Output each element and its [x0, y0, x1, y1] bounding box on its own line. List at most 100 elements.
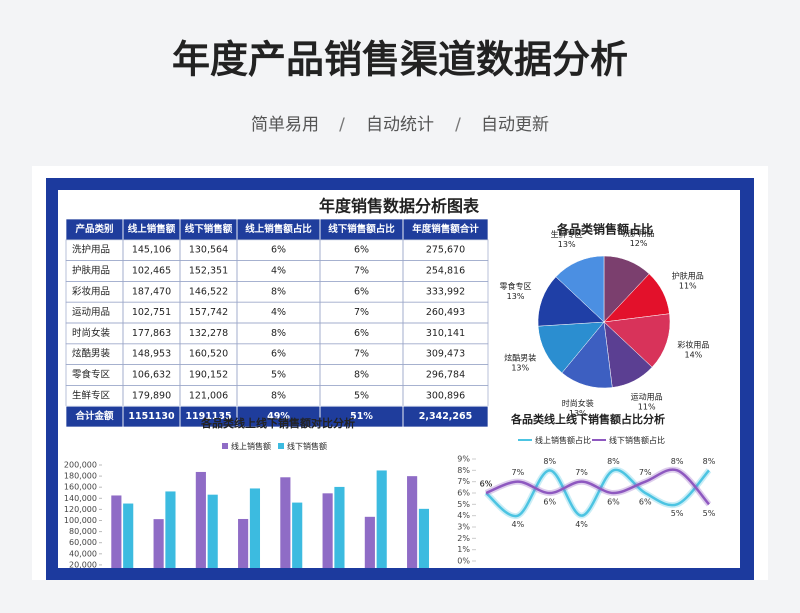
- table-header-cell: 产品类别: [75, 223, 113, 235]
- bar: [238, 518, 249, 568]
- table-cell-text: 8%: [271, 286, 286, 297]
- table-cell-text: 4%: [271, 307, 286, 318]
- legend-label: 线上销售额: [231, 441, 271, 451]
- table-cell-text: 7%: [354, 266, 369, 277]
- separator: /: [455, 115, 461, 135]
- y-tick-label: 3%: [457, 523, 470, 532]
- table-cell-text: 6%: [354, 245, 369, 256]
- data-label: 5%: [671, 509, 684, 518]
- y-tick-label: 0%: [457, 557, 470, 566]
- data-label: 5%: [703, 509, 716, 518]
- table-cell-text: 152,351: [189, 266, 228, 277]
- table-cell-text: 187,470: [132, 286, 171, 297]
- table-cell-text: 5%: [271, 370, 286, 381]
- data-label: 8%: [703, 457, 716, 466]
- feature: 自动更新: [481, 115, 549, 135]
- bar: [407, 476, 418, 568]
- slice-value: 14%: [685, 350, 703, 359]
- table-header-cell: 线上销售额: [128, 223, 176, 235]
- slice-label: 运动用品: [631, 392, 663, 402]
- bar: [165, 491, 176, 568]
- table-cell-text: 148,953: [132, 349, 171, 360]
- table-header-cell: 49%: [267, 411, 290, 422]
- table-cell-text: 时尚女装: [72, 327, 111, 339]
- table-cell-text: 8%: [271, 328, 286, 339]
- y-tick-label: 100,000: [64, 516, 97, 525]
- data-label: 4%: [512, 520, 525, 529]
- legend-label: 线下销售额: [287, 441, 327, 451]
- pie-slice: [555, 255, 605, 323]
- table-cell-text: 4%: [271, 266, 286, 277]
- table-header-cell: 2,342,265: [419, 411, 473, 422]
- table-cell-text: 177,863: [132, 328, 171, 339]
- feature: 简单易用: [251, 115, 319, 135]
- table-cell-text: 132,278: [189, 328, 228, 339]
- table-cell-text: 8%: [354, 370, 369, 381]
- table-header-row: [66, 406, 488, 427]
- slice-value: 13%: [511, 363, 529, 372]
- table-cell-text: 6%: [271, 245, 286, 256]
- table-cell-text: 254,816: [426, 266, 465, 277]
- line: [485, 468, 710, 506]
- legend-label: 线下销售额占比: [609, 435, 665, 445]
- slice-label: 炫酷男装: [504, 352, 536, 362]
- slice-value: 13%: [558, 240, 576, 249]
- y-tick-label: 120,000: [64, 505, 97, 514]
- table-cell-text: 彩妆用品: [72, 285, 110, 297]
- chart-title: 各品类线上线下销售额占比分析: [510, 412, 665, 426]
- pie-slice: [603, 313, 671, 368]
- table-cell-text: 8%: [271, 390, 286, 401]
- table-header-cell: 线上销售额占比: [245, 223, 312, 235]
- y-tick-label: 20,000: [69, 560, 97, 569]
- y-tick-label: 6%: [457, 489, 470, 498]
- table-cell-text: 106,632: [132, 370, 171, 381]
- y-tick-label: 40,000: [69, 549, 97, 558]
- table-cell-text: 157,742: [189, 307, 228, 318]
- table-cell-text: 6%: [354, 328, 369, 339]
- bar: [280, 477, 291, 568]
- table-cell-text: 296,784: [426, 370, 465, 381]
- page-title: 年度产品销售渠道数据分析: [172, 38, 628, 82]
- feature: 自动统计: [366, 115, 434, 135]
- data-label: 4%: [575, 520, 588, 529]
- y-tick-label: 160,000: [64, 483, 97, 492]
- y-tick-label: 60,000: [69, 538, 97, 547]
- table-cell-text: 130,564: [189, 245, 228, 256]
- bar: [153, 519, 164, 568]
- table-header-cell: 线下销售额占比: [328, 223, 395, 235]
- table-header-row: [66, 219, 488, 240]
- slice-value: 12%: [630, 239, 648, 248]
- table-cell-text: 生鲜专区: [72, 389, 111, 401]
- table-cell-text: 179,890: [132, 390, 171, 401]
- table-cell-text: 190,152: [189, 370, 228, 381]
- data-label: 8%: [543, 457, 556, 466]
- y-tick-label: 4%: [457, 511, 470, 520]
- bar: [418, 508, 430, 568]
- data-label: 7%: [512, 468, 525, 477]
- table-header-cell: 1191135: [185, 411, 231, 422]
- y-tick-label: 8%: [457, 466, 470, 475]
- table-header-cell: 1151130: [128, 411, 175, 422]
- slice-label: 护肤用品: [672, 271, 704, 281]
- table-cell-text: 333,992: [426, 286, 465, 297]
- bar: [322, 493, 333, 568]
- data-label: 6%: [639, 498, 652, 507]
- chart-title: 各品类销售额占比: [556, 222, 653, 237]
- slice-label: 时尚女装: [562, 398, 594, 408]
- table-cell-text: 102,465: [132, 266, 171, 277]
- y-tick-label: 1%: [457, 545, 470, 554]
- y-tick-label: 5%: [457, 500, 470, 509]
- bar: [292, 502, 303, 568]
- bar: [334, 486, 345, 568]
- table-header-cell: 年度销售额合计: [412, 223, 479, 235]
- slice-value: 11%: [638, 403, 656, 412]
- bar: [249, 488, 261, 568]
- line: [485, 468, 710, 518]
- data-label: 6%: [480, 480, 493, 489]
- table-cell-text: 零食专区: [72, 369, 111, 381]
- table-cell-text: 5%: [354, 390, 369, 401]
- data-label: 6%: [607, 498, 620, 507]
- table-cell: [402, 405, 489, 428]
- y-tick-label: 180,000: [64, 472, 97, 481]
